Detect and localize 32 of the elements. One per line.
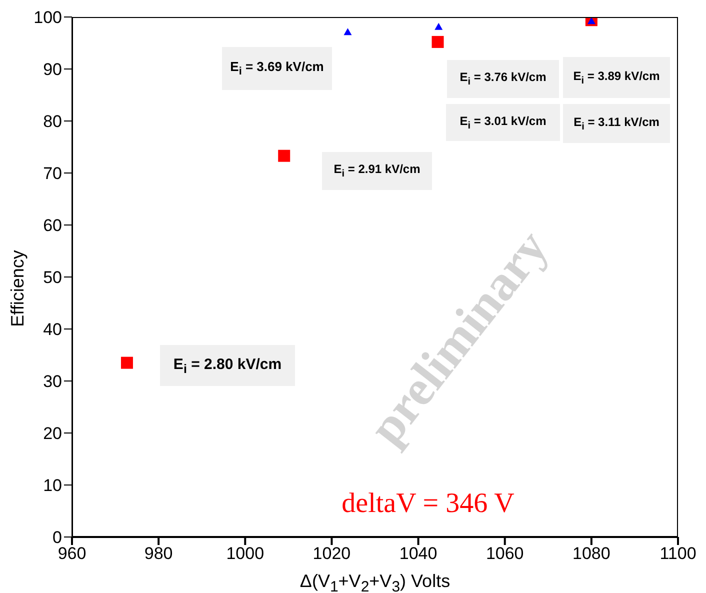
y-tick-label: 10 (43, 476, 62, 496)
y-tick-label: 100 (34, 8, 62, 28)
x-tick-label: 1000 (226, 544, 264, 564)
annotation: E$_{i}$ = 3.89 kV/cm (573, 68, 660, 86)
y-axis-title: Efficiency (8, 249, 28, 329)
x-tick-label: 1080 (572, 544, 610, 564)
y-tick-label: 70 (43, 164, 62, 184)
annotation: deltaV = 346 V (340, 488, 516, 520)
annotation: E$_{i}$ = 3.76 kV/cm (460, 70, 546, 88)
y-tick-label: 30 (43, 372, 62, 392)
annotation: E$_{i}$ = 3.69 kV/cm (230, 59, 324, 78)
x-axis-title: Δ(V$_{1}$+V$_{2}$+V$_{3}$) Volts (298, 571, 452, 593)
point (432, 36, 444, 48)
point (434, 22, 443, 30)
x-tick-label: 1060 (486, 544, 524, 564)
x-tick-label: 1040 (399, 544, 438, 564)
annotation: E$_{i}$ = 2.91 kV/cm (334, 162, 420, 180)
x-tick-label: 980 (144, 544, 173, 564)
y-tick-label: 20 (43, 424, 62, 444)
y-tick-label: 90 (43, 60, 62, 80)
y-tick-label: 40 (43, 320, 62, 340)
y-tick-label: 50 (43, 268, 62, 288)
annotation: E$_{i}$ = 2.80 kV/cm (173, 356, 282, 376)
annotation: E$_{i}$ = 3.01 kV/cm (460, 114, 546, 132)
x-tick-label: 1100 (660, 544, 696, 564)
annotation: E$_{i}$ = 3.11 kV/cm (574, 114, 660, 132)
point (278, 150, 290, 162)
y-tick-label: 60 (43, 216, 62, 236)
point (344, 28, 352, 36)
point (120, 356, 133, 369)
x-tick-label: 1020 (312, 544, 351, 564)
y-tick-label: 80 (43, 112, 62, 132)
